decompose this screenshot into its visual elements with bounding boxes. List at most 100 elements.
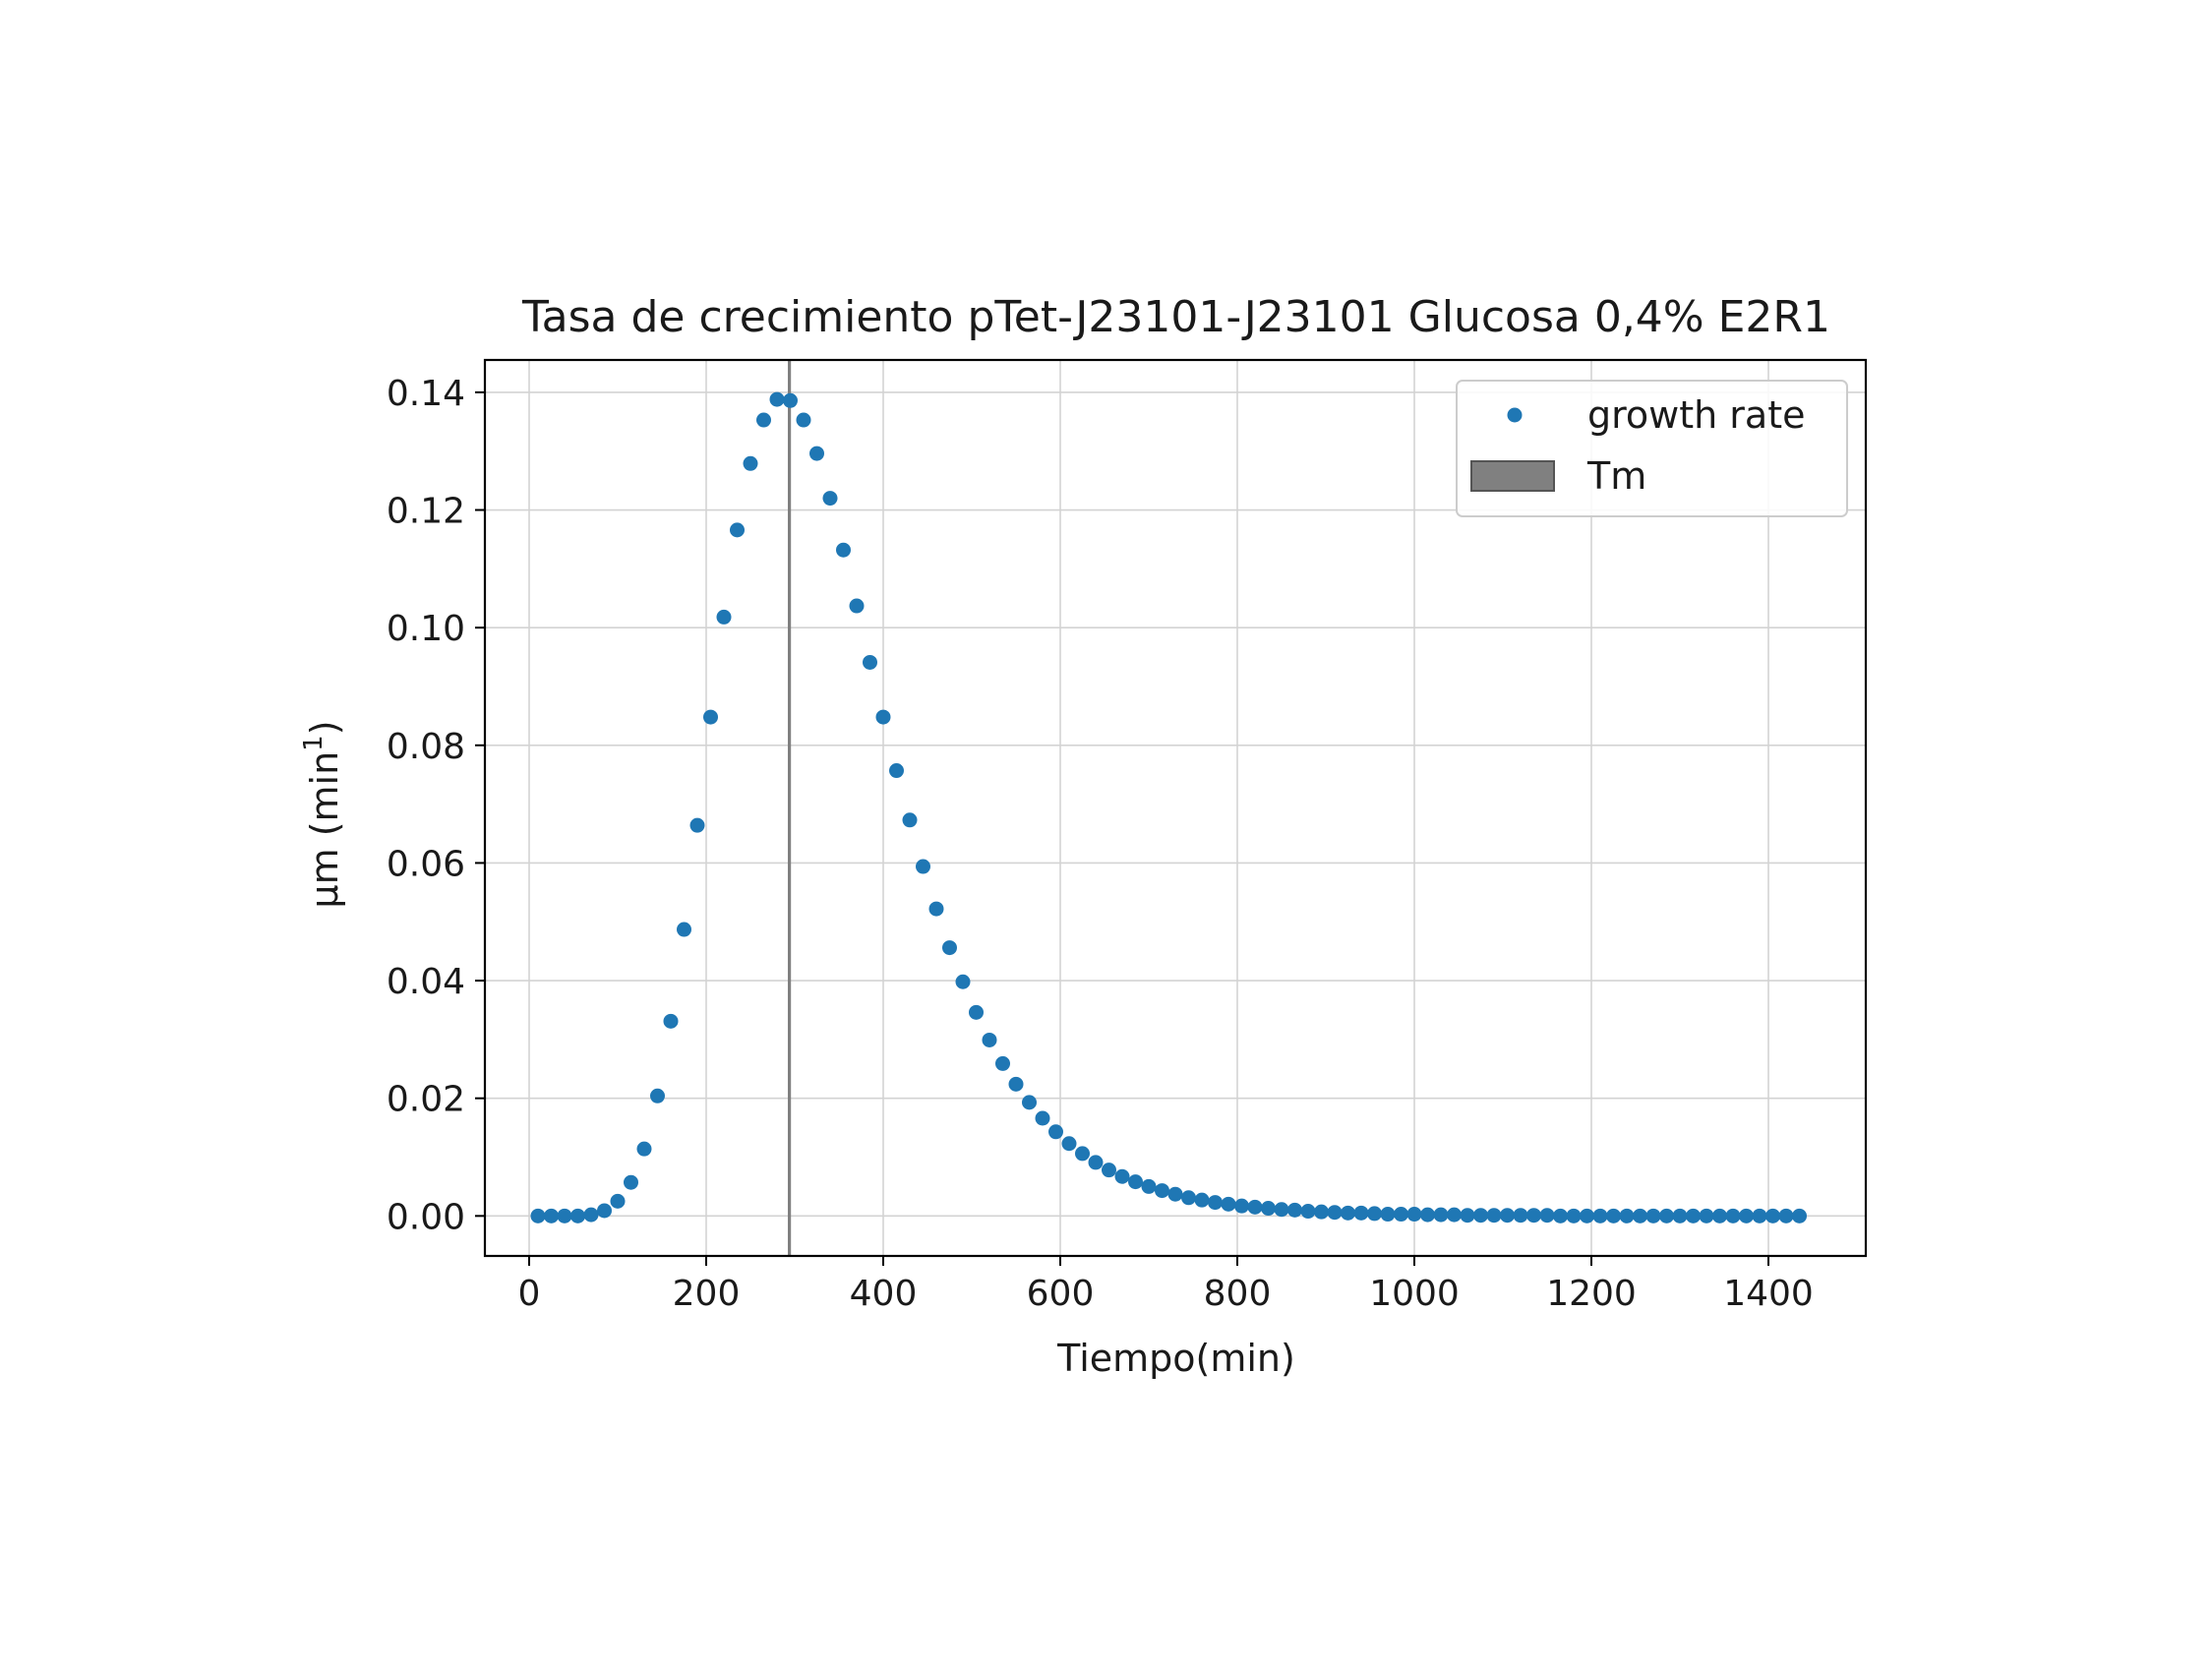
y-tick-label: 0.02 — [387, 1080, 465, 1120]
growth-rate-point — [1792, 1208, 1807, 1223]
x-tick-label: 200 — [673, 1274, 741, 1314]
growth-rate-point — [1008, 1076, 1024, 1092]
x-tick-label: 1400 — [1723, 1274, 1814, 1314]
growth-rate-point — [1341, 1205, 1355, 1221]
growth-rate-point — [1300, 1204, 1316, 1220]
growth-rate-point — [982, 1032, 997, 1047]
growth-rate-point — [1406, 1207, 1422, 1223]
growth-rate-point — [663, 1013, 679, 1029]
x-tick-label: 0 — [518, 1274, 541, 1314]
growth-rate-point — [769, 391, 785, 407]
growth-rate-point — [1606, 1208, 1621, 1223]
growth-rate-point — [875, 709, 891, 725]
y-tick-label: 0.12 — [387, 492, 465, 532]
growth-rate-point — [1141, 1178, 1157, 1194]
growth-rate-point — [544, 1208, 559, 1223]
growth-rate-point — [1752, 1208, 1767, 1223]
y-tick-label: 0.00 — [387, 1197, 465, 1237]
growth-rate-point — [1513, 1208, 1528, 1223]
growth-rate-point — [863, 654, 877, 670]
growth-rate-point — [1194, 1192, 1210, 1208]
growth-rate-point — [1500, 1208, 1515, 1223]
growth-rate-point — [1645, 1208, 1661, 1223]
growth-rate-point — [1659, 1208, 1674, 1223]
growth-rate-point — [703, 709, 718, 725]
growth-rate-point — [1566, 1208, 1582, 1223]
growth-rate-point — [928, 901, 944, 917]
growth-rate-point — [1287, 1202, 1302, 1218]
y-tick-label: 0.04 — [387, 962, 465, 1002]
growth-rate-point — [1725, 1208, 1741, 1223]
y-axis-label: μm (min1) — [299, 720, 346, 908]
growth-rate-point — [1686, 1208, 1701, 1223]
growth-rate-point — [1380, 1207, 1396, 1223]
growth-rate-point — [730, 522, 745, 538]
growth-rate-point — [1592, 1208, 1608, 1223]
growth-rate-point — [1420, 1207, 1435, 1223]
growth-rate-point — [610, 1193, 626, 1209]
growth-rate-point — [597, 1203, 612, 1219]
growth-rate-point — [1460, 1208, 1475, 1223]
growth-rate-point — [743, 455, 758, 471]
growth-rate-point — [1539, 1208, 1555, 1223]
y-tick-label: 0.06 — [387, 844, 465, 884]
x-tick-label: 1000 — [1369, 1274, 1460, 1314]
growth-rate-point — [809, 446, 824, 461]
growth-rate-point — [955, 974, 971, 989]
growth-rate-point — [1234, 1198, 1249, 1214]
growth-rate-point — [1314, 1204, 1329, 1220]
y-tick-label: 0.10 — [387, 609, 465, 649]
growth-rate-point — [1394, 1207, 1408, 1223]
chart-title: Tasa de crecimiento pTet-J23101-J23101 G… — [521, 292, 1830, 342]
growth-rate-point — [1128, 1174, 1143, 1190]
growth-rate-point — [1619, 1208, 1635, 1223]
growth-rate-point — [1778, 1208, 1794, 1223]
plot-frame — [483, 358, 1868, 1258]
growth-rate-point — [530, 1208, 546, 1223]
growth-rate-point — [822, 491, 838, 507]
growth-rate-point — [1672, 1208, 1688, 1223]
x-axis-label: Tiempo(min) — [1056, 1337, 1295, 1380]
growth-rate-point — [1261, 1201, 1276, 1217]
growth-rate-point — [677, 922, 691, 937]
growth-rate-point — [1633, 1208, 1647, 1223]
growth-rate-series — [530, 391, 1807, 1223]
growth-rate-point — [1739, 1208, 1754, 1223]
growth-rate-point — [1114, 1168, 1130, 1184]
growth-rate-point — [902, 812, 918, 828]
growth-rate-point — [1075, 1146, 1090, 1162]
growth-rate-point — [636, 1141, 652, 1157]
growth-rate-point — [1088, 1155, 1104, 1170]
legend-growth-rate-marker — [1507, 407, 1523, 423]
growth-rate-point — [1473, 1208, 1488, 1223]
growth-rate-point — [557, 1208, 572, 1223]
y-axis-label-main: μm (min — [303, 751, 346, 909]
growth-rate-point — [1247, 1199, 1263, 1215]
growth-rate-point — [1167, 1186, 1183, 1202]
growth-rate-point — [889, 763, 904, 779]
growth-rate-point — [650, 1088, 665, 1103]
growth-rate-point — [849, 598, 865, 614]
legend-tm-swatch — [1470, 460, 1555, 492]
y-axis-ticks: 0.00 0.02 0.04 0.06 0.08 0.10 0.12 0.14 — [387, 374, 485, 1237]
growth-rate-point — [756, 412, 771, 428]
growth-rate-point — [969, 1004, 984, 1020]
growth-rate-point — [836, 542, 851, 558]
y-axis-label-superscript: 1 — [299, 735, 329, 751]
growth-rate-point — [1699, 1208, 1714, 1223]
growth-rate-point — [1765, 1208, 1780, 1223]
growth-rate-point — [1208, 1195, 1223, 1211]
x-tick-label: 600 — [1027, 1274, 1095, 1314]
growth-rate-point — [1061, 1136, 1077, 1152]
growth-rate-point — [1048, 1124, 1063, 1140]
growth-rate-point — [624, 1174, 638, 1190]
growth-rate-point — [570, 1208, 585, 1223]
growth-rate-point — [1221, 1196, 1236, 1212]
growth-rate-point — [1327, 1205, 1343, 1221]
growth-rate-point — [1035, 1110, 1050, 1126]
growth-rate-point — [942, 940, 957, 956]
y-tick-label: 0.08 — [387, 727, 465, 767]
growth-rate-point — [1433, 1207, 1449, 1223]
